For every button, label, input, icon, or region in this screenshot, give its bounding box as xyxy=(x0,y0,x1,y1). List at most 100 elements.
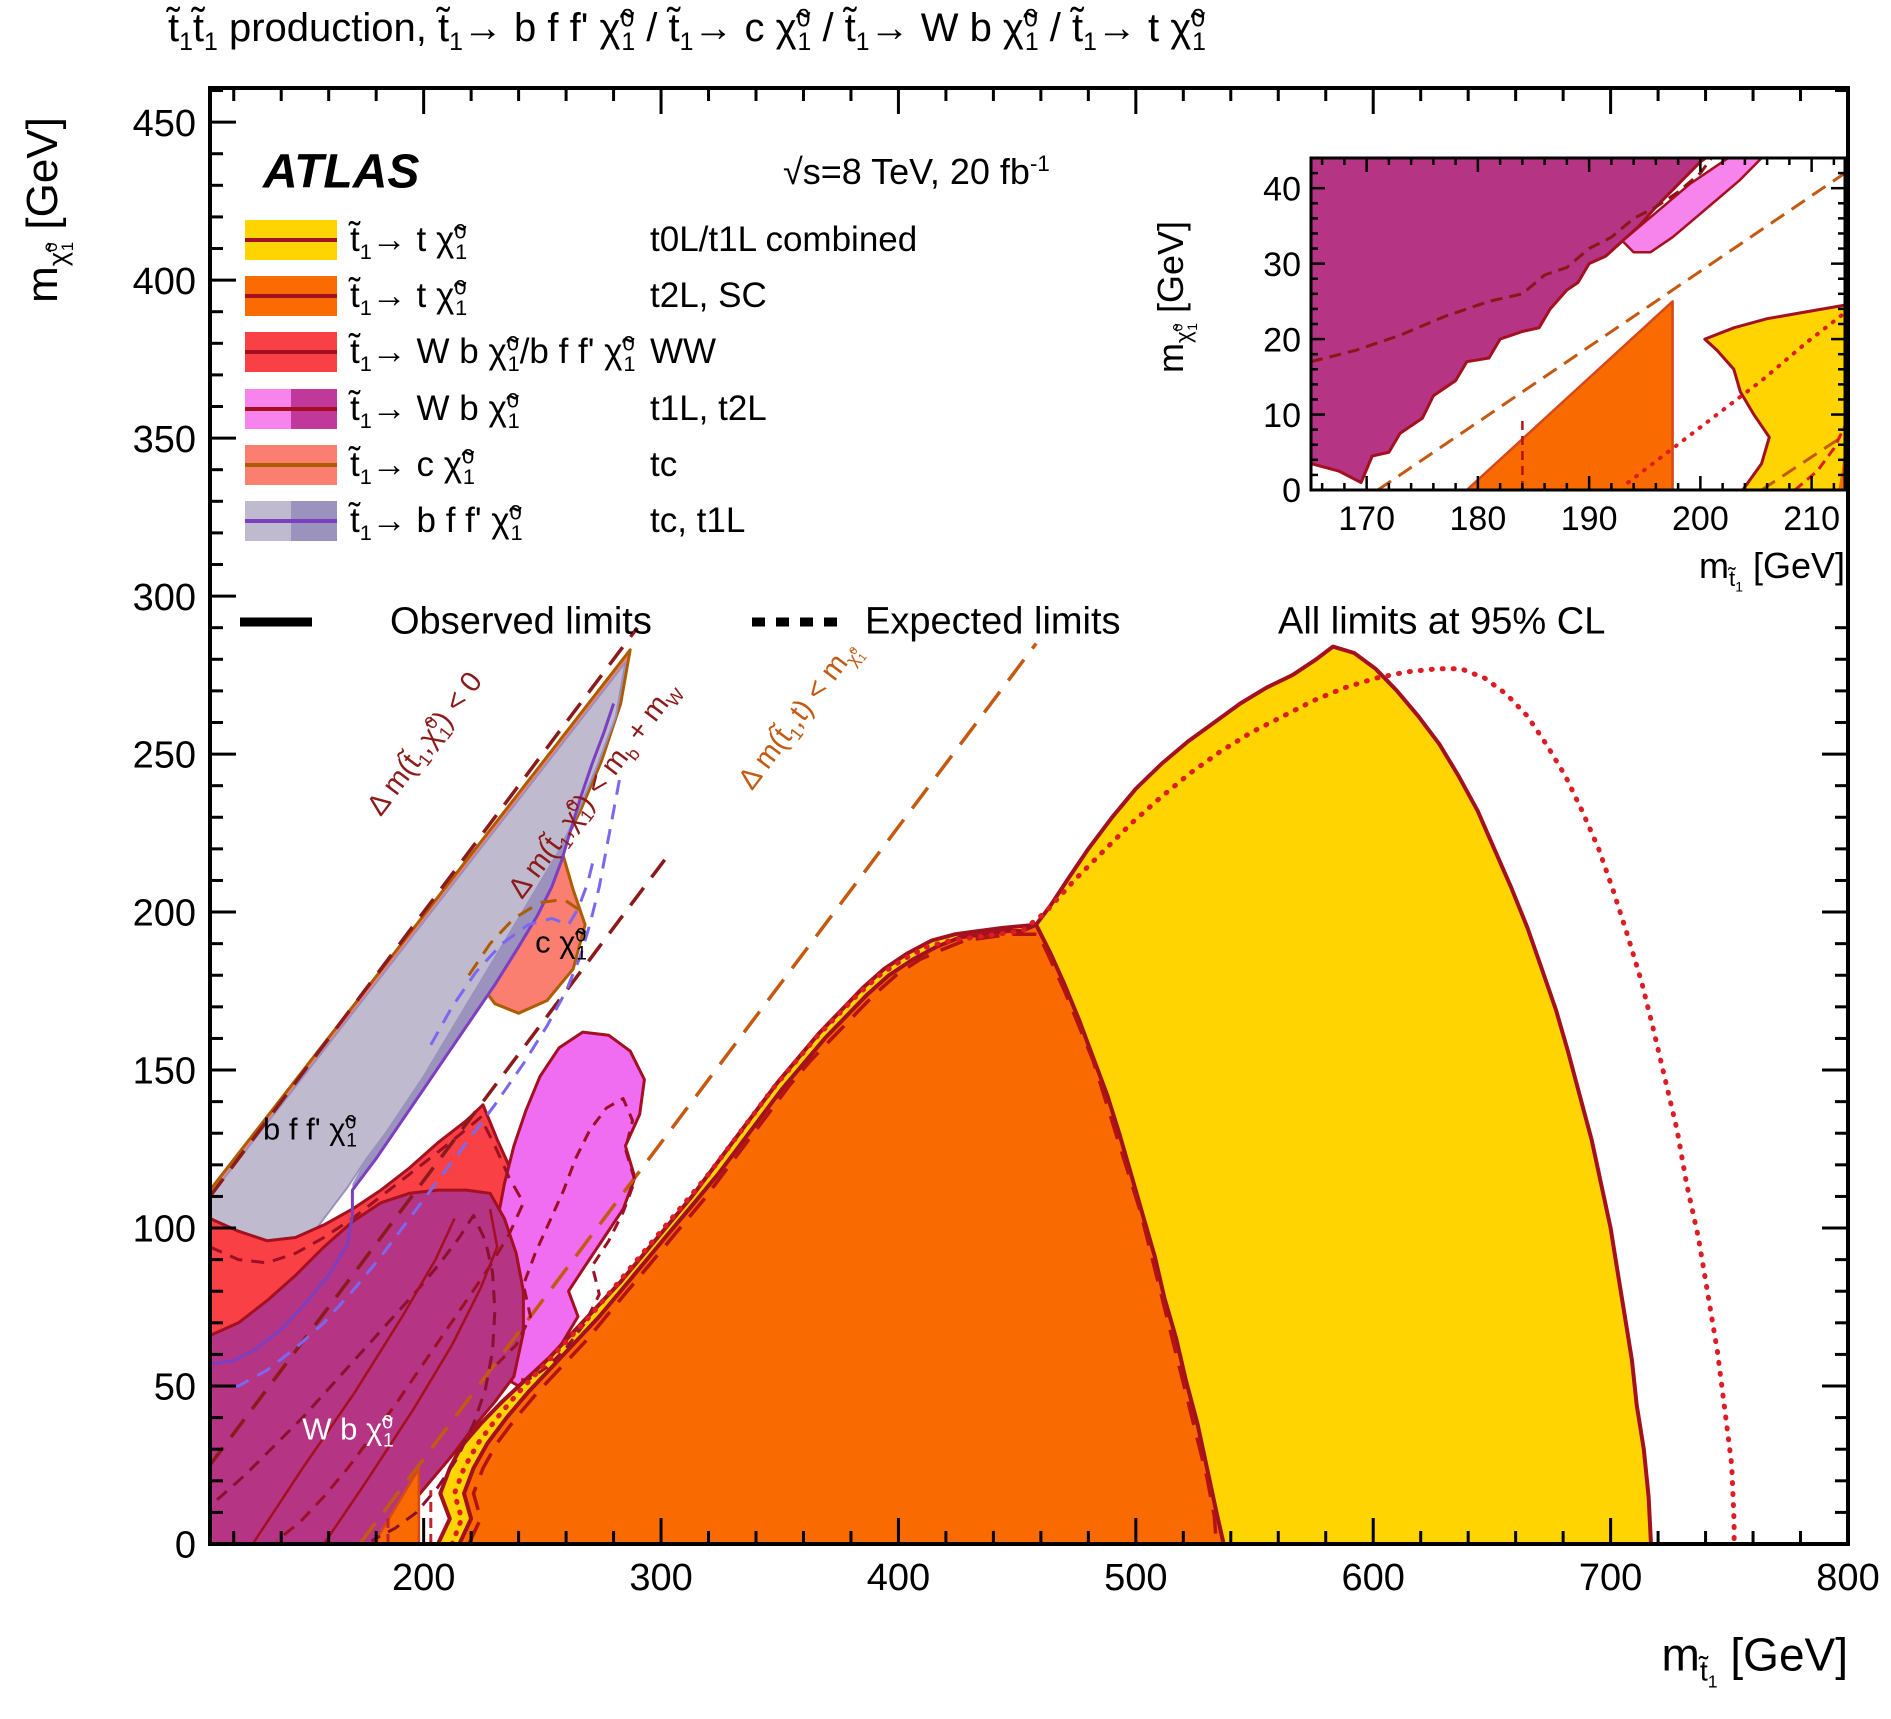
main-y-tick-label: 150 xyxy=(133,1051,196,1093)
line-tc-expected-brown-dashed xyxy=(467,897,584,977)
inset-x-tick-label: 170 xyxy=(1338,500,1395,538)
inset-x-tick-label: 210 xyxy=(1783,500,1840,538)
inset-x-axis-title: mt̃1 [GeV] xyxy=(1699,545,1845,595)
main-y-tick-label: 250 xyxy=(133,735,196,777)
inset-frame xyxy=(1309,156,1847,492)
main-x-tick-label: 300 xyxy=(629,1557,692,1599)
legend-analysis-3: t1L, t2L xyxy=(650,388,767,428)
line-guide-dm-lt-mb-mw xyxy=(210,857,668,1467)
legend-label-3: t̃1→ W b χ̃01 xyxy=(350,386,520,433)
inset-y-tick-label: 30 xyxy=(1263,246,1301,284)
line-t2l-sc-expected-dashed xyxy=(467,932,1219,1544)
line-wb-t2l-expected-dashed xyxy=(216,1213,497,1543)
line-wb-inner-contour-1 xyxy=(322,1208,499,1544)
main-y-tick-label: 350 xyxy=(133,419,196,461)
line-wb-inner-contour-2 xyxy=(251,1217,456,1544)
region-t2l-sc-observed-orange-triangle xyxy=(372,1466,421,1544)
observed-line-swatch xyxy=(240,617,312,627)
main-x-tick-label: 400 xyxy=(867,1557,930,1599)
region-bff-observed-gray-dark xyxy=(352,829,571,1191)
legend-swatch-line xyxy=(245,406,337,411)
main-y-tick-label: 200 xyxy=(133,893,196,935)
legend-label-5: t̃1→ b f f' χ̃01 xyxy=(350,499,523,545)
inset-x-tick-label: 180 xyxy=(1450,500,1507,538)
legend-analysis-1: t2L, SC xyxy=(650,276,767,316)
main-x-tick-label: 200 xyxy=(392,1557,455,1599)
inset-y-tick-label: 20 xyxy=(1263,321,1301,359)
line-inset-wb-expected-dashed xyxy=(1311,158,1713,364)
legend-analysis-4: tc xyxy=(650,444,678,484)
x-axis-title: mt̃1 [GeV] xyxy=(1661,1628,1849,1692)
region-inset-corner-orange xyxy=(1838,444,1845,490)
main-x-tick-label: 800 xyxy=(1816,1557,1879,1599)
region-inset-t0l-t1l-observed-yellow xyxy=(1703,303,1845,490)
observed-limits-label: Observed limits xyxy=(390,600,652,643)
confidence-level-label: All limits at 95% CL xyxy=(1278,600,1606,643)
inset-x-tick-label: 190 xyxy=(1561,500,1618,538)
legend-label-0: t̃1→ t χ̃01 xyxy=(350,218,468,264)
line-bff-expected-purple-dashed-a xyxy=(210,772,623,1388)
inset-y-tick-label: 0 xyxy=(1282,472,1301,510)
expected-limits-label: Expected limits xyxy=(865,600,1121,643)
line-guide-dm-lt-mchi xyxy=(358,642,1038,1544)
main-y-tick-label: 0 xyxy=(175,1525,196,1567)
main-axes: 200 300 400 500 600 700 8000501001502002503003… xyxy=(133,86,1880,1599)
atlas-label: ATLAS xyxy=(263,145,420,199)
main-y-tick-label: 300 xyxy=(133,577,196,619)
inset-x-tick-label: 200 xyxy=(1672,500,1729,538)
legend-label-4: t̃1→ c χ̃01 xyxy=(350,443,475,489)
inset-y-axis-title: mχ̃01 [GeV] xyxy=(1150,221,1200,373)
legend-swatch-line xyxy=(245,462,337,467)
inset-axes: 170 180 190 200 210 0 10 20 30 40 xyxy=(1263,156,1847,538)
line-inset-corner-dashed xyxy=(1793,425,1845,490)
line-guide-dm-lt-0 xyxy=(210,626,639,1198)
inset-y-tick-label: 40 xyxy=(1263,170,1301,208)
legend-swatch-0 xyxy=(245,220,337,260)
line-ww-expected-dashed xyxy=(210,1115,525,1542)
expected-line-swatch xyxy=(752,617,837,627)
inset-plot-area xyxy=(1311,158,1845,490)
main-y-tick-label: 50 xyxy=(154,1367,196,1409)
region-label-wb-chi: W b χ̃01 xyxy=(302,1411,394,1452)
legend-swatch-line xyxy=(245,238,337,242)
legend-swatch-line xyxy=(245,350,337,355)
legend-analysis-0: t0L/t1L combined xyxy=(650,220,918,259)
line-bff-observed-purple-solid xyxy=(210,703,616,1366)
y-axis-title: mχ̃01 [GeV] xyxy=(17,117,78,303)
line-t0l-t1l-expected-dotted xyxy=(449,666,1737,1544)
line-inset-guide-short xyxy=(1760,433,1845,490)
main-x-tick-label: 700 xyxy=(1579,1557,1642,1599)
region-label-c-chi: c χ̃01 xyxy=(535,924,587,965)
legend-analysis-5: tc, t1L xyxy=(650,501,746,540)
line-inset-guide-dm-lt-mchi xyxy=(1376,171,1845,490)
region-inset-t2l-observed-orange-triangle xyxy=(1465,300,1674,490)
main-y-tick-label: 450 xyxy=(133,103,196,145)
main-x-tick-label: 500 xyxy=(1104,1557,1167,1599)
main-plot-area xyxy=(210,626,1737,1544)
region-inset-wb-observed-pink-sliver xyxy=(1621,158,1763,254)
legend-swatch-line xyxy=(245,294,337,299)
main-y-tick-label: 100 xyxy=(133,1209,196,1251)
line-wb-t1l-expected-dashed xyxy=(496,1097,637,1382)
legend-swatch-5 xyxy=(245,501,337,541)
inset-y-tick-label: 10 xyxy=(1263,397,1301,435)
legend-swatch-2 xyxy=(245,332,337,373)
plot-title: t̃1t̃1 production, t̃1→ b f f' χ̃01 / t̃… xyxy=(168,5,1206,56)
region-t2l-sc-observed-orange xyxy=(457,922,1226,1544)
main-y-tick-label: 400 xyxy=(133,261,196,303)
legend-label-2: t̃1→ W b χ̃01/b f f' χ̃01 xyxy=(350,330,636,377)
legend-swatch-1 xyxy=(245,276,337,317)
region-wb-t2l-observed-magenta xyxy=(210,1188,525,1544)
legend-analysis-2: WW xyxy=(650,332,717,372)
region-label-bff-chi: b f f' χ̃01 xyxy=(263,1111,357,1152)
legend-swatch-4 xyxy=(245,444,337,485)
legend-swatch-line xyxy=(245,519,337,523)
main-frame xyxy=(208,86,1850,1546)
main-x-tick-label: 600 xyxy=(1342,1557,1405,1599)
line-bff-expected-purple-dashed-b xyxy=(429,854,597,1046)
energy-label: √s=8 TeV, 20 fb-1 xyxy=(783,151,1050,192)
line-inset-expected-dotted xyxy=(1626,310,1845,485)
legend-label-1: t̃1→ t χ̃01 xyxy=(350,274,468,321)
